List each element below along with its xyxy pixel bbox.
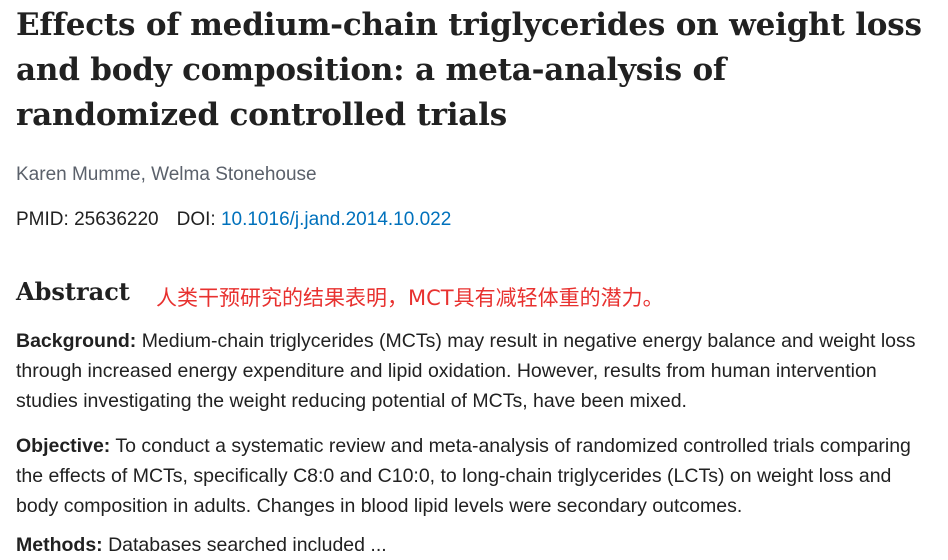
- doi-link[interactable]: 10.1016/j.jand.2014.10.022: [220, 209, 452, 230]
- abstract-heading: Abstract: [16, 277, 130, 306]
- abstract-background: Background: Medium-chain triglycerides (…: [16, 326, 931, 416]
- pmid-value: 25636220: [74, 209, 159, 230]
- background-label: Background:: [16, 330, 137, 352]
- abstract-header-row: Abstract 人类干预研究的结果表明，MCT具有减轻体重的潜力。: [16, 276, 941, 312]
- article-identifiers: PMID: 25636220 DOI: 10.1016/j.jand.2014.1…: [16, 208, 451, 232]
- pmid-label: PMID:: [16, 209, 69, 230]
- methods-label: Methods:: [16, 534, 103, 556]
- objective-label: Objective:: [16, 435, 111, 457]
- author-list: Karen Mumme, Welma Stonehouse: [16, 164, 317, 185]
- chinese-annotation: 人类干预研究的结果表明，MCT具有减轻体重的潜力。: [156, 286, 664, 310]
- background-text: Medium-chain triglycerides (MCTs) may re…: [16, 330, 916, 412]
- abstract-methods: Methods: Databases searched included ...: [16, 530, 931, 560]
- abstract-objective: Objective: To conduct a systematic revie…: [16, 431, 931, 521]
- doi-label: DOI:: [176, 209, 216, 230]
- methods-text: Databases searched included ...: [108, 534, 387, 556]
- objective-text: To conduct a systematic review and meta-…: [16, 435, 911, 517]
- article-title: Effects of medium-chain triglycerides on…: [16, 7, 922, 133]
